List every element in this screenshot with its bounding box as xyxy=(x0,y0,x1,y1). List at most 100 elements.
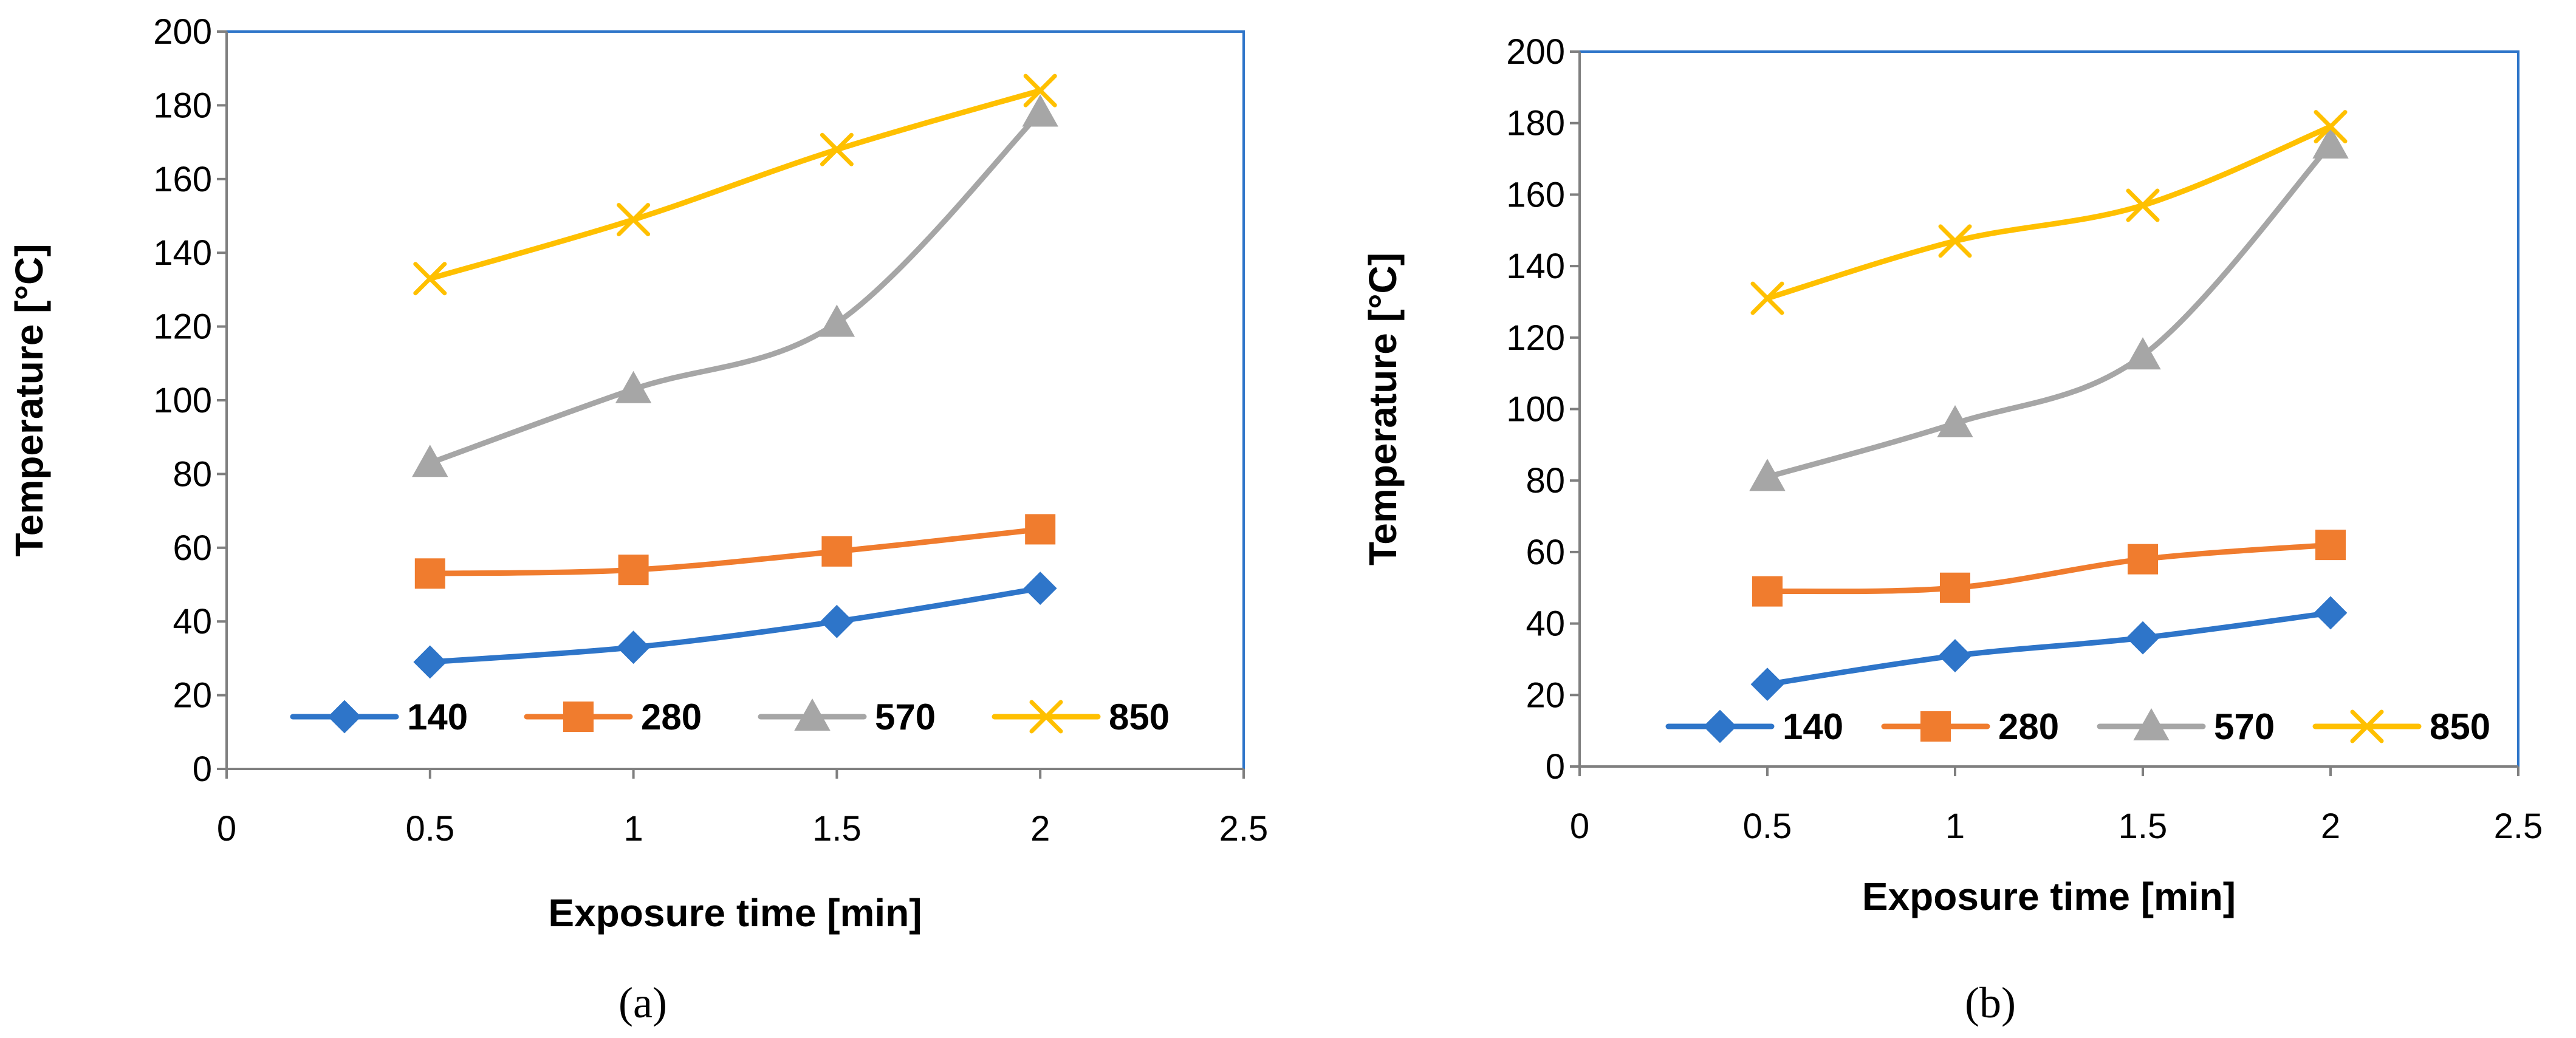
x-tick-label: 0.5 xyxy=(1743,807,1792,846)
y-tick-label: 40 xyxy=(173,602,212,641)
y-tick-label: 20 xyxy=(173,676,212,715)
legend-marker-140 xyxy=(327,700,361,734)
legend-marker-850 xyxy=(2350,709,2384,743)
y-tick-label: 160 xyxy=(153,160,212,199)
y-tick-label: 60 xyxy=(173,528,212,568)
data-point-850 xyxy=(1938,224,1972,258)
data-point-140 xyxy=(1938,639,1972,672)
legend-label-570: 570 xyxy=(875,697,936,737)
data-point-850-stroke-2 xyxy=(617,203,651,237)
y-tick-label: 0 xyxy=(1546,747,1565,787)
x-tick-label: 2.5 xyxy=(1219,809,1269,848)
y-tick-label: 80 xyxy=(1526,461,1565,500)
legend-marker-850 xyxy=(1029,700,1063,734)
plot-area-border xyxy=(1578,50,2519,768)
data-point-280 xyxy=(414,558,445,589)
data-point-570 xyxy=(1749,459,1786,491)
figure-caption: (a) xyxy=(618,978,667,1027)
series-line-280 xyxy=(1764,542,2334,595)
chart-a: 0 20 40 60 80 100 120 140 160 180 200 0 0.5 1 1.5 2 2.5 E… xyxy=(7,12,1268,1027)
x-tick-label: 1.5 xyxy=(2119,807,2168,846)
data-point-280 xyxy=(1752,576,1783,607)
data-point-280 xyxy=(821,536,852,567)
x-tick-label: 0 xyxy=(217,809,236,848)
legend-marker-140 xyxy=(1703,709,1737,743)
data-point-140 xyxy=(413,645,447,679)
data-point-570 xyxy=(818,304,855,337)
data-point-140 xyxy=(1023,572,1057,605)
data-point-140 xyxy=(2314,596,2348,630)
data-point-140 xyxy=(1750,668,1784,702)
data-point-850 xyxy=(820,132,854,166)
legend-label-280: 280 xyxy=(641,697,702,737)
series-line-140 xyxy=(427,586,1043,665)
data-point-570 xyxy=(2125,337,2161,370)
data-point-570 xyxy=(615,370,652,403)
data-point-140 xyxy=(2126,621,2160,655)
x-tick-label: 0 xyxy=(1570,807,1589,846)
data-point-850 xyxy=(1023,73,1057,108)
series-line-570 xyxy=(1764,142,2334,480)
x-tick-label: 2 xyxy=(2321,807,2340,846)
y-tick-label: 100 xyxy=(1506,390,1565,429)
y-tick-label: 120 xyxy=(1506,318,1565,358)
y-axis-title: Temperature [°C] xyxy=(7,244,51,556)
y-tick-label: 200 xyxy=(1506,32,1565,72)
y-tick-label: 100 xyxy=(153,381,212,420)
data-point-280 xyxy=(618,555,649,586)
legend-marker-570 xyxy=(794,698,831,731)
data-point-570 xyxy=(412,445,448,477)
legend-marker-570 xyxy=(2133,708,2170,740)
chart-b: 0 20 40 60 80 100 120 140 160 180 200 0 0.5 1 1.5 2 2.5 E… xyxy=(1361,32,2543,1027)
data-point-850-stroke-2 xyxy=(1750,281,1784,315)
data-point-140 xyxy=(617,630,651,664)
y-tick-label: 0 xyxy=(193,749,212,789)
x-tick-label: 1 xyxy=(623,809,643,848)
data-point-850 xyxy=(617,203,651,237)
legend-label-850: 850 xyxy=(2430,706,2490,747)
data-point-850-stroke-2 xyxy=(413,262,447,296)
y-tick-label: 180 xyxy=(153,86,212,125)
y-tick-label: 180 xyxy=(1506,104,1565,143)
x-axis-title: Exposure time [min] xyxy=(548,891,922,935)
y-tick-label: 140 xyxy=(153,233,212,273)
plot-area-border xyxy=(225,30,1245,770)
x-tick-label: 2 xyxy=(1030,809,1050,848)
legend-marker-850-stroke-2 xyxy=(1029,700,1063,734)
y-tick-label: 60 xyxy=(1526,533,1565,572)
data-point-280 xyxy=(2128,544,2158,575)
figure-caption: (b) xyxy=(1965,978,2016,1027)
data-point-850-stroke-2 xyxy=(2314,110,2348,144)
data-point-850-stroke-2 xyxy=(820,132,854,166)
data-point-850-stroke-2 xyxy=(1023,73,1057,108)
series-line-280 xyxy=(427,526,1043,576)
data-point-850-stroke-2 xyxy=(2126,188,2160,222)
x-tick-label: 1 xyxy=(1945,807,1965,846)
data-point-280 xyxy=(1940,572,1970,603)
data-point-850 xyxy=(2314,110,2348,144)
data-point-850 xyxy=(413,262,447,296)
legend-label-140: 140 xyxy=(407,697,468,737)
y-tick-label: 160 xyxy=(1506,175,1565,214)
data-point-570 xyxy=(1022,94,1058,127)
x-tick-label: 2.5 xyxy=(2494,807,2543,846)
legend-label-140: 140 xyxy=(1783,706,1843,747)
data-point-850 xyxy=(1750,281,1784,315)
y-tick-label: 20 xyxy=(1526,675,1565,715)
y-axis-title: Temperature [°C] xyxy=(1361,253,1405,565)
x-tick-label: 0.5 xyxy=(405,809,454,848)
y-tick-label: 120 xyxy=(153,307,212,347)
data-point-140 xyxy=(820,604,854,638)
y-tick-label: 80 xyxy=(173,454,212,494)
data-point-570 xyxy=(1937,405,1973,438)
legend-label-280: 280 xyxy=(1998,706,2059,747)
y-tick-label: 40 xyxy=(1526,604,1565,644)
data-point-570 xyxy=(2312,126,2349,159)
series-line-850 xyxy=(1764,124,2334,301)
legend-label-570: 570 xyxy=(2214,706,2275,747)
data-point-280 xyxy=(2315,530,2346,561)
legend-marker-850-stroke-2 xyxy=(2350,709,2384,743)
legend: 140 280 570 850 xyxy=(290,697,1170,737)
legend-marker-280 xyxy=(1920,711,1951,742)
